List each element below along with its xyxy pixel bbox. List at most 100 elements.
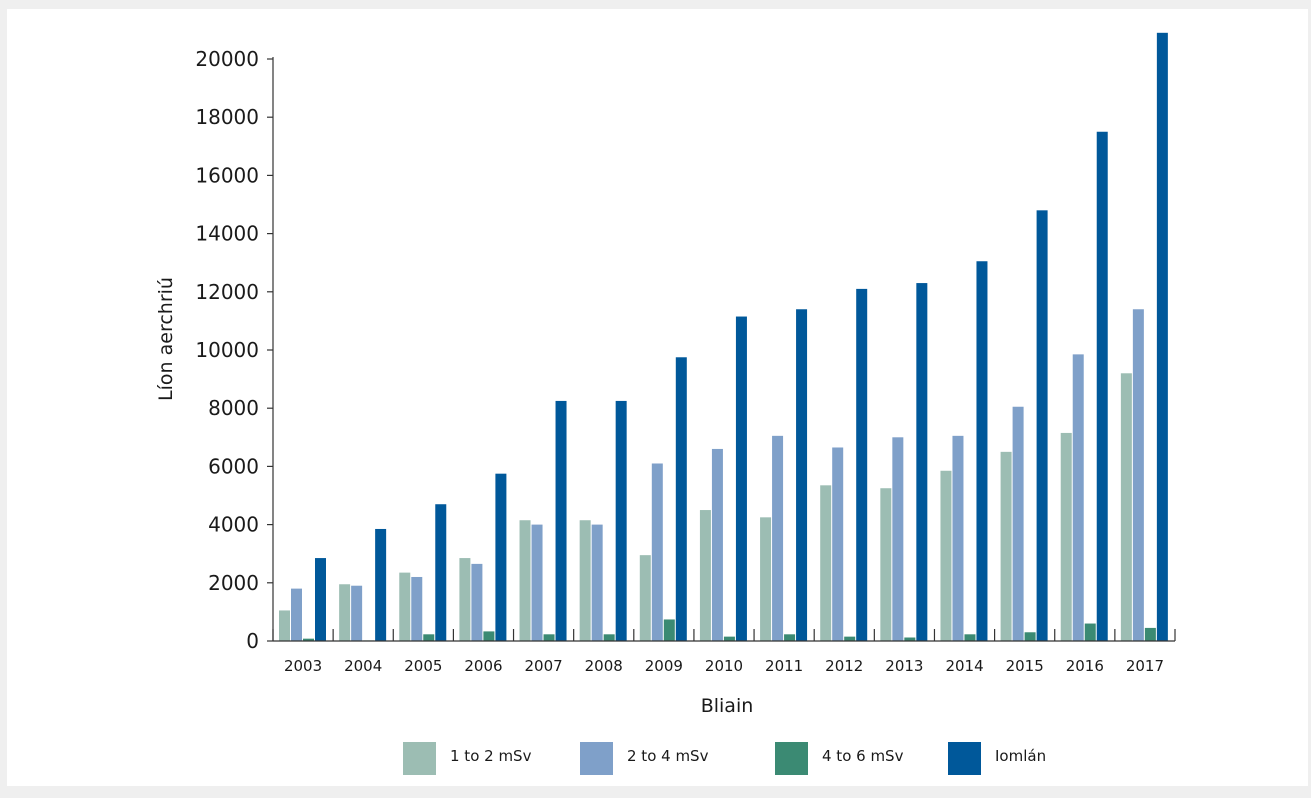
bar-1-to-2-msv (940, 470, 952, 641)
y-axis: 0 2000 4000 6000 8000 10000 12000 14000 16000 180… (195, 47, 274, 653)
x-axis-title: Bliain (701, 695, 754, 717)
y-tick-label: 14000 (195, 222, 259, 246)
bar-ioml-n (615, 400, 627, 641)
bar-ioml-n (675, 357, 687, 641)
y-tick-label: 0 (246, 629, 259, 653)
legend-swatch (580, 742, 613, 775)
bar-1-to-2-msv (1060, 432, 1072, 641)
bar-2-to-4-msv (411, 576, 423, 641)
bar-2-to-4-msv (711, 448, 723, 641)
bar-1-to-2-msv (279, 610, 290, 641)
bar-1-to-2-msv (519, 520, 531, 641)
bar-4-to-6-msv (1084, 623, 1096, 641)
legend-label: Iomlán (995, 747, 1046, 765)
bar-1-to-2-msv (1120, 373, 1132, 641)
y-tick-label: 10000 (195, 338, 259, 362)
y-tick-label: 2000 (208, 571, 259, 595)
x-tick-label: 2007 (525, 657, 563, 675)
bar-4-to-6-msv (603, 634, 615, 641)
bar-4-to-6-msv (543, 634, 555, 641)
legend-swatch (775, 742, 808, 775)
bar-2-to-4-msv (772, 435, 784, 641)
bar-2-to-4-msv (832, 447, 844, 641)
bar-ioml-n (315, 558, 326, 641)
legend-label: 4 to 6 mSv (822, 747, 904, 765)
bar-ioml-n (735, 316, 747, 641)
bar-2-to-4-msv (952, 435, 964, 641)
legend-swatch (948, 742, 981, 775)
bar-1-to-2-msv (820, 485, 832, 641)
bar-ioml-n (916, 283, 928, 641)
x-tick-label: 2014 (945, 657, 983, 675)
bar-4-to-6-msv (423, 634, 435, 641)
x-tick-label: 2016 (1066, 657, 1104, 675)
y-axis-title: Líon aerchriú (155, 277, 177, 401)
bar-1-to-2-msv (760, 517, 772, 641)
bar-4-to-6-msv (904, 637, 916, 641)
x-tick-label: 2009 (645, 657, 683, 675)
bar-2-to-4-msv (892, 437, 904, 641)
bar-ioml-n (1156, 32, 1168, 641)
x-tick-label: 2008 (585, 657, 623, 675)
bar-chart: 0 2000 4000 6000 8000 10000 12000 14000 16000 180… (155, 32, 1176, 775)
bar-1-to-2-msv (399, 572, 411, 641)
y-tick-label: 12000 (195, 280, 259, 304)
x-tick-label: 2012 (825, 657, 863, 675)
x-tick-label: 2013 (885, 657, 923, 675)
bar-ioml-n (435, 504, 447, 641)
chart-panel: 0 2000 4000 6000 8000 10000 12000 14000 16000 180… (7, 9, 1308, 786)
y-tick-label: 8000 (208, 396, 259, 420)
y-tick-label: 18000 (195, 105, 259, 129)
x-tick-label: 2015 (1006, 657, 1044, 675)
y-tick-label: 4000 (208, 513, 259, 537)
bar-ioml-n (1036, 210, 1048, 641)
bar-1-to-2-msv (699, 510, 711, 641)
bar-2-to-4-msv (291, 588, 302, 641)
bar-1-to-2-msv (639, 555, 651, 641)
bar-4-to-6-msv (723, 636, 735, 641)
bar-2-to-4-msv (591, 524, 603, 641)
bar-4-to-6-msv (1024, 632, 1036, 641)
x-tick-label: 2006 (464, 657, 502, 675)
bar-2-to-4-msv (1012, 406, 1024, 641)
x-tick-label: 2010 (705, 657, 743, 675)
bar-1-to-2-msv (880, 488, 892, 641)
bar-4-to-6-msv (303, 638, 314, 641)
bar-4-to-6-msv (844, 636, 856, 641)
x-tick-label: 2011 (765, 657, 803, 675)
bar-1-to-2-msv (339, 584, 351, 641)
bar-1-to-2-msv (459, 558, 471, 641)
bar-2-to-4-msv (531, 524, 543, 641)
y-tick-label: 20000 (195, 47, 259, 71)
bar-4-to-6-msv (483, 631, 495, 641)
bar-4-to-6-msv (1144, 627, 1156, 641)
bar-ioml-n (856, 288, 868, 641)
bar-ioml-n (495, 473, 507, 641)
x-tick-label: 2005 (404, 657, 442, 675)
bar-4-to-6-msv (784, 634, 796, 641)
bar-ioml-n (555, 400, 567, 641)
x-tick-label: 2004 (344, 657, 382, 675)
bar-2-to-4-msv (471, 563, 483, 641)
bar-2-to-4-msv (1072, 354, 1084, 641)
x-tick-label: 2003 (284, 657, 322, 675)
bar-4-to-6-msv (663, 619, 675, 641)
legend-swatch (403, 742, 436, 775)
bar-2-to-4-msv (651, 463, 663, 641)
bar-ioml-n (796, 309, 808, 641)
bar-ioml-n (375, 528, 387, 641)
bar-2-to-4-msv (1132, 309, 1144, 641)
bar-4-to-6-msv (964, 634, 976, 641)
bars (279, 32, 1168, 641)
bar-ioml-n (1096, 131, 1108, 641)
bar-1-to-2-msv (1000, 451, 1012, 641)
bar-2-to-4-msv (351, 585, 363, 641)
bar-1-to-2-msv (579, 520, 591, 641)
legend-label: 1 to 2 mSv (450, 747, 532, 765)
legend: 1 to 2 mSv 2 to 4 mSv 4 to 6 mSv Iomlán (403, 742, 1046, 775)
legend-label: 2 to 4 mSv (627, 747, 709, 765)
bar-ioml-n (976, 261, 988, 641)
x-tick-label: 2017 (1126, 657, 1164, 675)
y-tick-label: 16000 (195, 163, 259, 187)
x-axis: 2003 2004 2005 2006 2007 2008 2009 2010 2011 2012… (272, 629, 1176, 675)
